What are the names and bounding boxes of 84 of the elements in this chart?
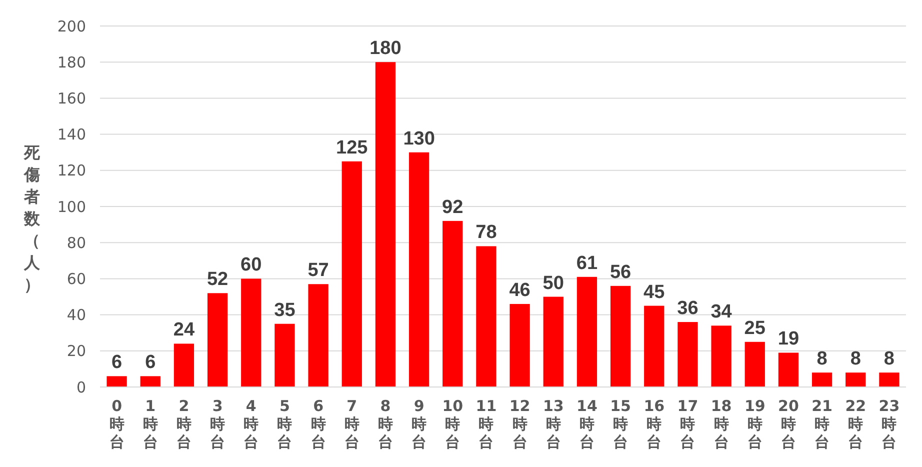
- bar: [308, 284, 328, 387]
- data-label: 36: [677, 298, 698, 320]
- bar: [140, 376, 160, 387]
- x-tick-label: 16時台: [644, 397, 665, 451]
- bar: [241, 278, 262, 387]
- data-label: 125: [336, 137, 368, 158]
- bar: [744, 342, 765, 387]
- data-label: 180: [370, 38, 402, 60]
- data-label: 6: [112, 352, 122, 374]
- bar: [476, 246, 496, 387]
- data-label: 45: [644, 282, 666, 303]
- y-tick-label: 100: [57, 198, 86, 216]
- x-tick-label: 1時台: [142, 397, 158, 451]
- data-label: 35: [274, 300, 296, 321]
- x-tick-label: 18時台: [710, 397, 732, 451]
- data-label: 19: [778, 328, 800, 350]
- data-label: 60: [240, 254, 262, 276]
- bar: [510, 304, 530, 387]
- x-tick-label: 5時台: [277, 397, 292, 451]
- x-tick-label: 21時台: [812, 397, 832, 451]
- x-tick-label: 17時台: [677, 397, 698, 451]
- y-axis-title: 死傷者数（人）: [23, 143, 41, 294]
- x-tick-label: 6時台: [310, 397, 326, 451]
- bar: [711, 326, 732, 387]
- x-tick-label: 11時台: [476, 397, 497, 451]
- bar: [442, 220, 463, 387]
- x-tick-label: 10時台: [442, 397, 464, 451]
- y-tick-label: 120: [57, 162, 86, 180]
- bar: [342, 161, 362, 387]
- y-tick-label: 80: [66, 234, 86, 252]
- y-tick-label: 20: [66, 342, 86, 360]
- bar: [174, 344, 194, 387]
- data-label: 78: [476, 222, 497, 244]
- data-label: 46: [509, 280, 530, 301]
- data-label: 61: [576, 252, 598, 274]
- y-tick-label: 0: [76, 378, 86, 396]
- data-label: 92: [442, 196, 464, 218]
- bar: [106, 376, 127, 387]
- bar: [644, 306, 664, 387]
- bar: [778, 352, 799, 387]
- bar: [207, 293, 228, 387]
- data-label: 52: [206, 269, 228, 290]
- x-tick-label: 19時台: [744, 397, 766, 451]
- x-tick-label: 9時台: [412, 397, 427, 451]
- x-tick-label: 8時台: [378, 397, 393, 451]
- data-label: 24: [173, 320, 195, 341]
- x-tick-label: 15時台: [610, 397, 631, 451]
- bar: [408, 152, 430, 387]
- x-tick-label: 20時台: [778, 397, 799, 451]
- bar: [274, 324, 295, 387]
- data-label: 56: [610, 262, 632, 283]
- y-tick-label: 160: [57, 89, 86, 108]
- data-label: 6: [145, 352, 156, 374]
- bar: [576, 276, 598, 387]
- bar: [375, 62, 396, 387]
- x-tick-label: 3時台: [210, 397, 226, 451]
- data-label: 8: [884, 348, 894, 370]
- data-label: 8: [850, 348, 861, 370]
- data-label: 57: [308, 260, 329, 282]
- bar: [543, 296, 564, 387]
- bar: [812, 372, 832, 387]
- data-label: 34: [710, 302, 732, 323]
- x-tick-label: 2時台: [176, 397, 192, 451]
- x-tick-label: 14時台: [576, 397, 598, 451]
- data-label: 130: [403, 128, 435, 150]
- x-tick-label: 4時台: [244, 397, 259, 451]
- x-tick-label: 0時台: [109, 397, 124, 451]
- data-label: 50: [542, 272, 564, 294]
- x-tick-label: 23時台: [878, 397, 900, 451]
- bar: [846, 372, 866, 387]
- y-tick-label: 60: [66, 270, 86, 288]
- x-tick-label: 7時台: [344, 397, 360, 451]
- x-tick-label: 13時台: [542, 397, 564, 451]
- x-tick-label: 22時台: [845, 397, 866, 451]
- data-label: 8: [816, 348, 828, 370]
- bar: [610, 286, 631, 387]
- y-tick-label: 200: [57, 17, 86, 36]
- bar: [678, 322, 698, 387]
- y-tick-label: 40: [66, 306, 86, 324]
- data-label: 25: [744, 318, 766, 339]
- bar: [879, 372, 900, 387]
- y-tick-label: 180: [57, 53, 86, 72]
- x-tick-label: 12時台: [509, 397, 530, 451]
- y-tick-label: 140: [57, 126, 86, 144]
